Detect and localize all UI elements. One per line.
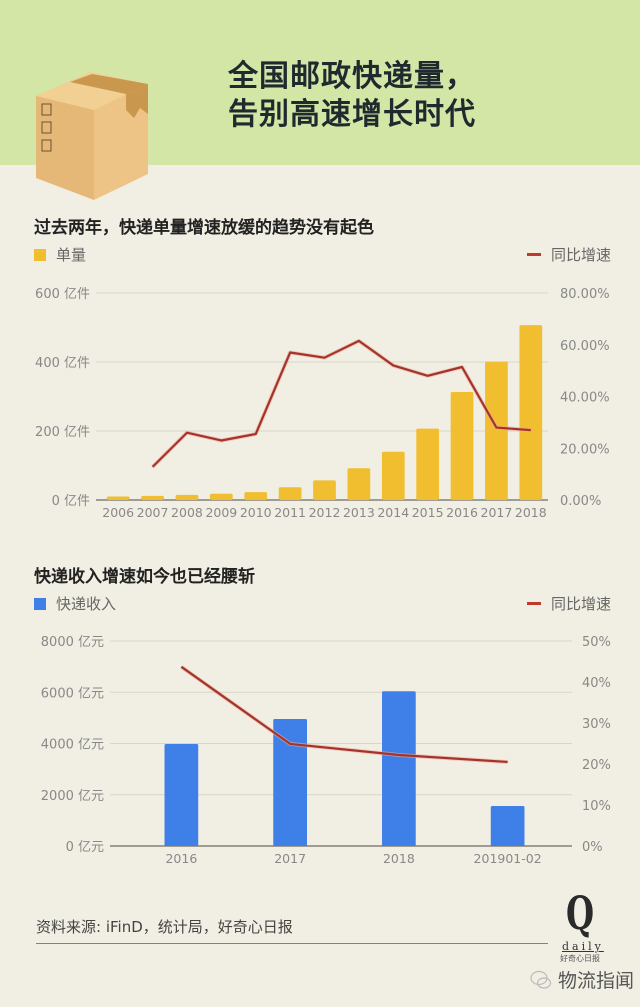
x-axis-tick: 2010 — [240, 505, 272, 520]
left-axis-tick: 0 亿件 — [52, 494, 90, 509]
left-axis-tick: 400 亿件 — [35, 356, 90, 371]
x-axis-tick: 2011 — [274, 505, 306, 520]
x-axis-tick: 2008 — [171, 505, 203, 520]
legend-label-bar: 单量 — [56, 246, 87, 264]
legend-label-line: 同比增速 — [551, 595, 612, 613]
legend-label-bar: 快递收入 — [56, 595, 117, 613]
right-axis-tick: 50% — [582, 635, 611, 650]
bar — [485, 361, 508, 500]
x-axis-tick: 2007 — [137, 505, 169, 520]
right-axis-tick: 0% — [582, 840, 603, 855]
cardboard-box-icon — [36, 72, 148, 200]
bar — [175, 494, 199, 500]
x-axis-tick: 2015 — [412, 505, 444, 520]
right-axis-tick: 0.00% — [560, 494, 601, 509]
growth-line — [180, 665, 508, 764]
right-axis-tick: 80.00% — [560, 287, 610, 302]
right-axis-tick: 20% — [582, 758, 611, 773]
bar — [313, 480, 336, 500]
right-axis-tick: 40.00% — [560, 391, 610, 406]
bar — [519, 325, 543, 500]
x-axis-tick: 2009 — [205, 505, 237, 520]
legend-swatch-line — [527, 253, 541, 256]
bar — [106, 496, 130, 500]
x-axis-tick: 201901-02 — [474, 851, 542, 866]
right-axis-tick: 40% — [582, 676, 611, 691]
bar — [209, 493, 233, 500]
bar — [278, 487, 302, 500]
bar — [381, 451, 405, 500]
x-axis-tick: 2012 — [309, 505, 341, 520]
chart1-legend-line: 同比增速 — [527, 244, 611, 265]
bar — [141, 495, 164, 500]
bar — [273, 718, 307, 846]
growth-line — [151, 339, 531, 468]
legend-swatch-bar — [34, 248, 46, 261]
legend-swatch-bar — [34, 597, 46, 610]
right-axis-tick: 60.00% — [560, 339, 610, 354]
legend-label-line: 同比增速 — [551, 246, 612, 264]
chart1-title: 过去两年，快递单量增速放缓的趋势没有起色 — [34, 218, 374, 238]
chart2-plot: 0 亿元 2000 亿元 4000 亿元 6000 亿元 8000 亿元 0% 10% 20%… — [41, 635, 611, 866]
bar — [450, 392, 474, 500]
bar — [347, 468, 371, 500]
chart2-legend-bar: 快递收入 — [34, 593, 116, 614]
line-glow — [180, 665, 508, 764]
title-line-2: 告别高速增长时代 — [228, 97, 476, 132]
watermark-text: 物流指闻 — [558, 970, 635, 992]
watermark: 物流指闻 — [530, 966, 634, 993]
right-axis-tick: 10% — [582, 799, 611, 814]
x-axis-tick: 2018 — [515, 505, 547, 520]
x-axis-tick: 2018 — [383, 851, 415, 866]
chart2-legend-line: 同比增速 — [527, 593, 611, 614]
bar — [164, 744, 199, 846]
x-axis-tick: 2014 — [377, 505, 409, 520]
bar — [490, 806, 525, 846]
left-axis-tick: 0 亿元 — [66, 840, 104, 855]
bar — [382, 691, 416, 846]
left-axis-tick: 4000 亿元 — [41, 738, 104, 753]
title-line-1: 全国邮政快递量， — [228, 59, 476, 94]
left-axis-tick: 600 亿件 — [35, 287, 90, 302]
left-axis-tick: 200 亿件 — [35, 425, 90, 440]
chart2-title: 快递收入增速如今也已经腰斩 — [34, 567, 255, 587]
left-axis-tick: 2000 亿元 — [41, 789, 104, 804]
legend-swatch-line — [527, 602, 541, 605]
bar — [416, 428, 440, 500]
source-note: 资料来源: iFinD，统计局，好奇心日报 — [36, 918, 293, 936]
right-axis-tick: 20.00% — [560, 442, 610, 457]
chart1-legend-bar: 单量 — [34, 244, 86, 265]
x-axis-tick: 2013 — [343, 505, 375, 520]
bar — [244, 492, 268, 500]
right-axis-tick: 30% — [582, 717, 611, 732]
qdaily-logo-cn: 好奇心日报 — [560, 954, 600, 963]
qdaily-logo-letter: Q — [566, 886, 595, 940]
x-axis-tick: 2017 — [481, 505, 513, 520]
left-axis-tick: 8000 亿元 — [41, 635, 104, 650]
wechat-icon — [530, 970, 552, 989]
chart1-plot: 0 亿件 200 亿件 400 亿件 600 亿件 0.00% 20.00% 40.00% 6… — [35, 287, 610, 520]
x-axis-tick: 2017 — [274, 851, 306, 866]
x-axis-tick: 2006 — [102, 505, 134, 520]
page-title: 全国邮政快递量， 告别高速增长时代 — [228, 58, 476, 134]
footer-divider — [36, 943, 548, 944]
line-glow — [151, 338, 531, 469]
x-axis-tick: 2016 — [446, 505, 478, 520]
left-axis-tick: 6000 亿元 — [41, 686, 104, 701]
x-axis-tick: 2016 — [165, 851, 197, 866]
qdaily-logo-word: daily — [562, 940, 604, 953]
